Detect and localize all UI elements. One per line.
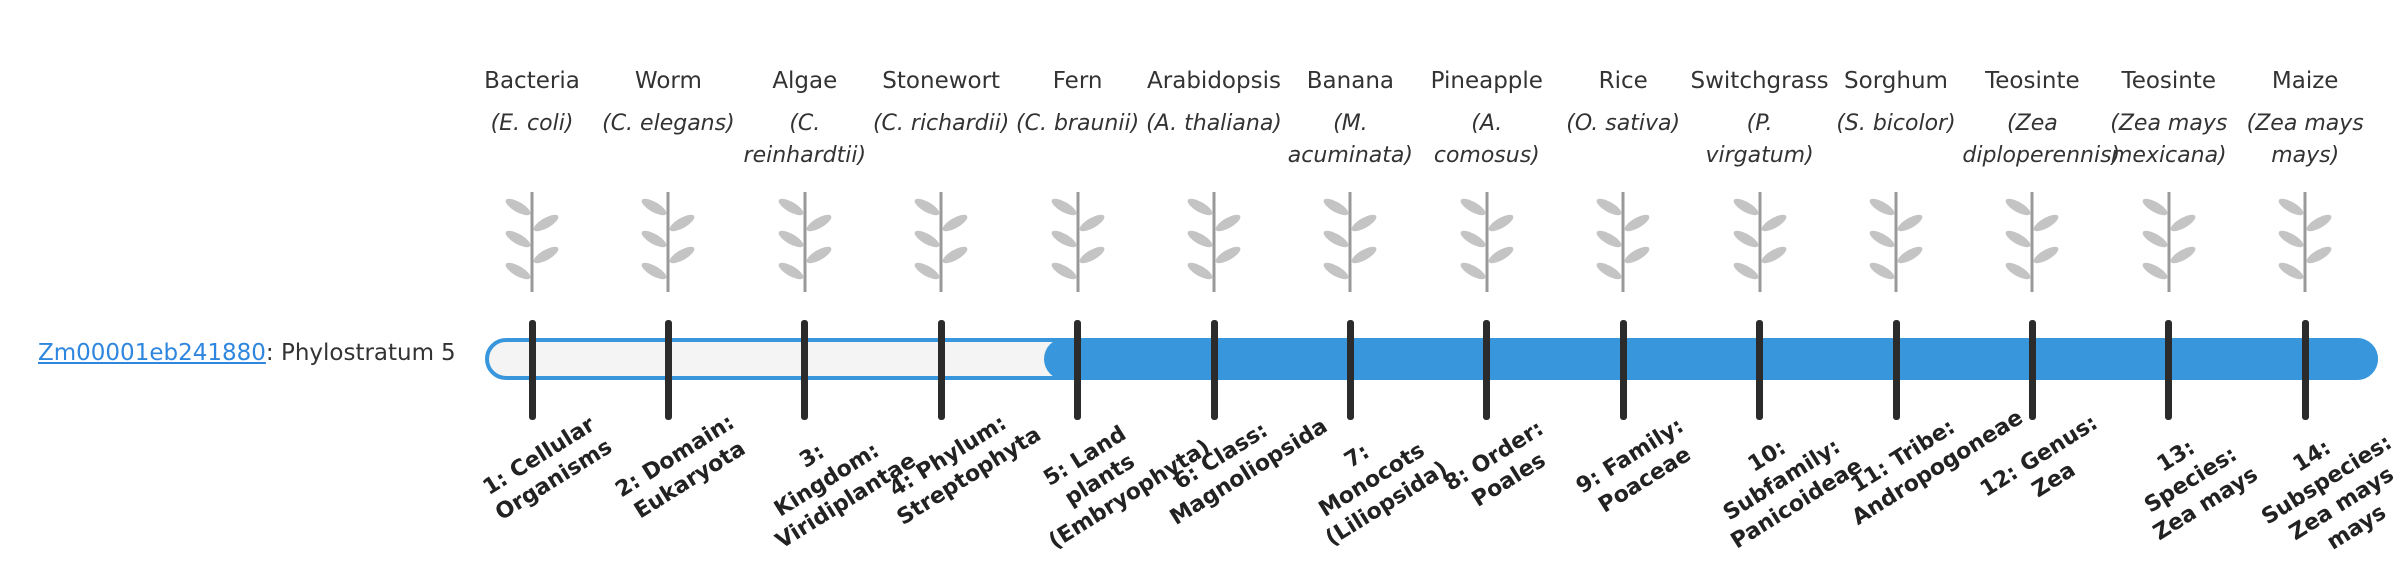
organism-species: (O. sativa)	[1566, 111, 1681, 136]
organism-species: (C. reinhardtii)	[743, 111, 867, 168]
organism-species: (P. virgatum)	[1705, 111, 1814, 168]
organism-name: Algae	[772, 68, 838, 94]
organism-name: Bacteria	[484, 68, 580, 94]
organism-illustration	[1051, 192, 1104, 292]
organism-name: Switchgrass	[1690, 68, 1829, 94]
organism-name: Fern	[1052, 68, 1103, 94]
organism-name: Stonewort	[882, 68, 1001, 94]
organism-illustration	[1596, 192, 1650, 292]
organism-illustration	[2006, 192, 2059, 292]
organism-name: Arabidopsis	[1147, 68, 1281, 94]
organism-illustration	[778, 192, 832, 292]
stratum-tick	[664, 320, 672, 420]
stratum-tick	[2028, 320, 2036, 420]
organism-illustration	[2142, 192, 2196, 292]
stratum-label: 9: Family: Poaceae	[1572, 413, 1696, 519]
stratum-tick	[1483, 320, 1491, 420]
gene-info: Zm00001eb241880: Phylostratum 5	[38, 340, 456, 366]
stratum-label: 1: Cellular Organisms	[478, 412, 617, 526]
stratum-tick	[2165, 320, 2173, 420]
organism-illustration	[1733, 192, 1786, 292]
organism-species: (Zea mays mays)	[2246, 111, 2364, 168]
organism-illustration	[1187, 192, 1241, 292]
organism-illustration	[2278, 192, 2332, 292]
stratum-label: 8: Order: Poales	[1439, 416, 1551, 513]
organism-species: (M. acuminata)	[1287, 111, 1413, 168]
organism-illustration	[642, 192, 695, 292]
organism-illustration	[1460, 192, 1514, 292]
organism-species: (A. thaliana)	[1146, 111, 1282, 136]
stratum-tick	[1210, 320, 1218, 420]
organism-species: (A. comosus)	[1433, 111, 1540, 168]
stratum-label: 6: Class: Magnoliopsida	[1165, 413, 1333, 531]
organism-species: (Zea mays mexicana)	[2110, 111, 2228, 168]
organism-illustration	[914, 192, 968, 292]
organism-illustration	[1869, 192, 1923, 292]
organism-species: (C. elegans)	[602, 111, 735, 136]
phylostratum-number: 5	[441, 340, 456, 366]
stratum-tick	[1619, 320, 1627, 420]
organism-name: Rice	[1598, 68, 1648, 94]
organism-species: (C. richardii)	[872, 111, 1010, 136]
stratum-tick	[528, 320, 536, 420]
stratum-tick	[1892, 320, 1900, 420]
organism-name: Banana	[1306, 68, 1394, 94]
gene-label: : Phylostratum	[265, 340, 435, 366]
organism-species: (C. braunii)	[1016, 111, 1140, 136]
stratum-label: 4: Phylum: Streptophyta	[885, 410, 1046, 531]
organism-name: Teosinte	[2121, 68, 2217, 94]
organism-name: Worm	[634, 68, 702, 94]
organism-illustration	[1324, 192, 1377, 292]
organism-name: Teosinte	[1985, 68, 2080, 94]
organism-species: (E. coli)	[490, 111, 574, 136]
organism-name: Sorghum	[1844, 68, 1948, 94]
stratum-tick	[1756, 320, 1764, 420]
gene-link[interactable]: Zm00001eb241880	[38, 340, 266, 366]
stratum-label: 14: Subspecies: Zea mays mays	[2257, 430, 2399, 556]
stratum-tick	[801, 320, 809, 420]
timeline-fill	[1043, 338, 2378, 380]
stratum-label: 2: Domain: Eukaryota	[611, 410, 751, 525]
stratum-tick	[1074, 320, 1082, 420]
stratum-tick	[937, 320, 945, 420]
stratum-label: 11: Tribe: Andropogoneae	[1846, 405, 2028, 531]
organism-illustration	[505, 192, 559, 292]
stratum-tick	[1346, 320, 1354, 420]
organism-name: Maize	[2271, 68, 2339, 94]
organism-species: (Zea diploperennis)	[1962, 111, 2121, 168]
organism-species: (S. bicolor)	[1836, 111, 1956, 136]
organism-name: Pineapple	[1430, 68, 1543, 94]
stratum-tick	[2301, 320, 2309, 420]
